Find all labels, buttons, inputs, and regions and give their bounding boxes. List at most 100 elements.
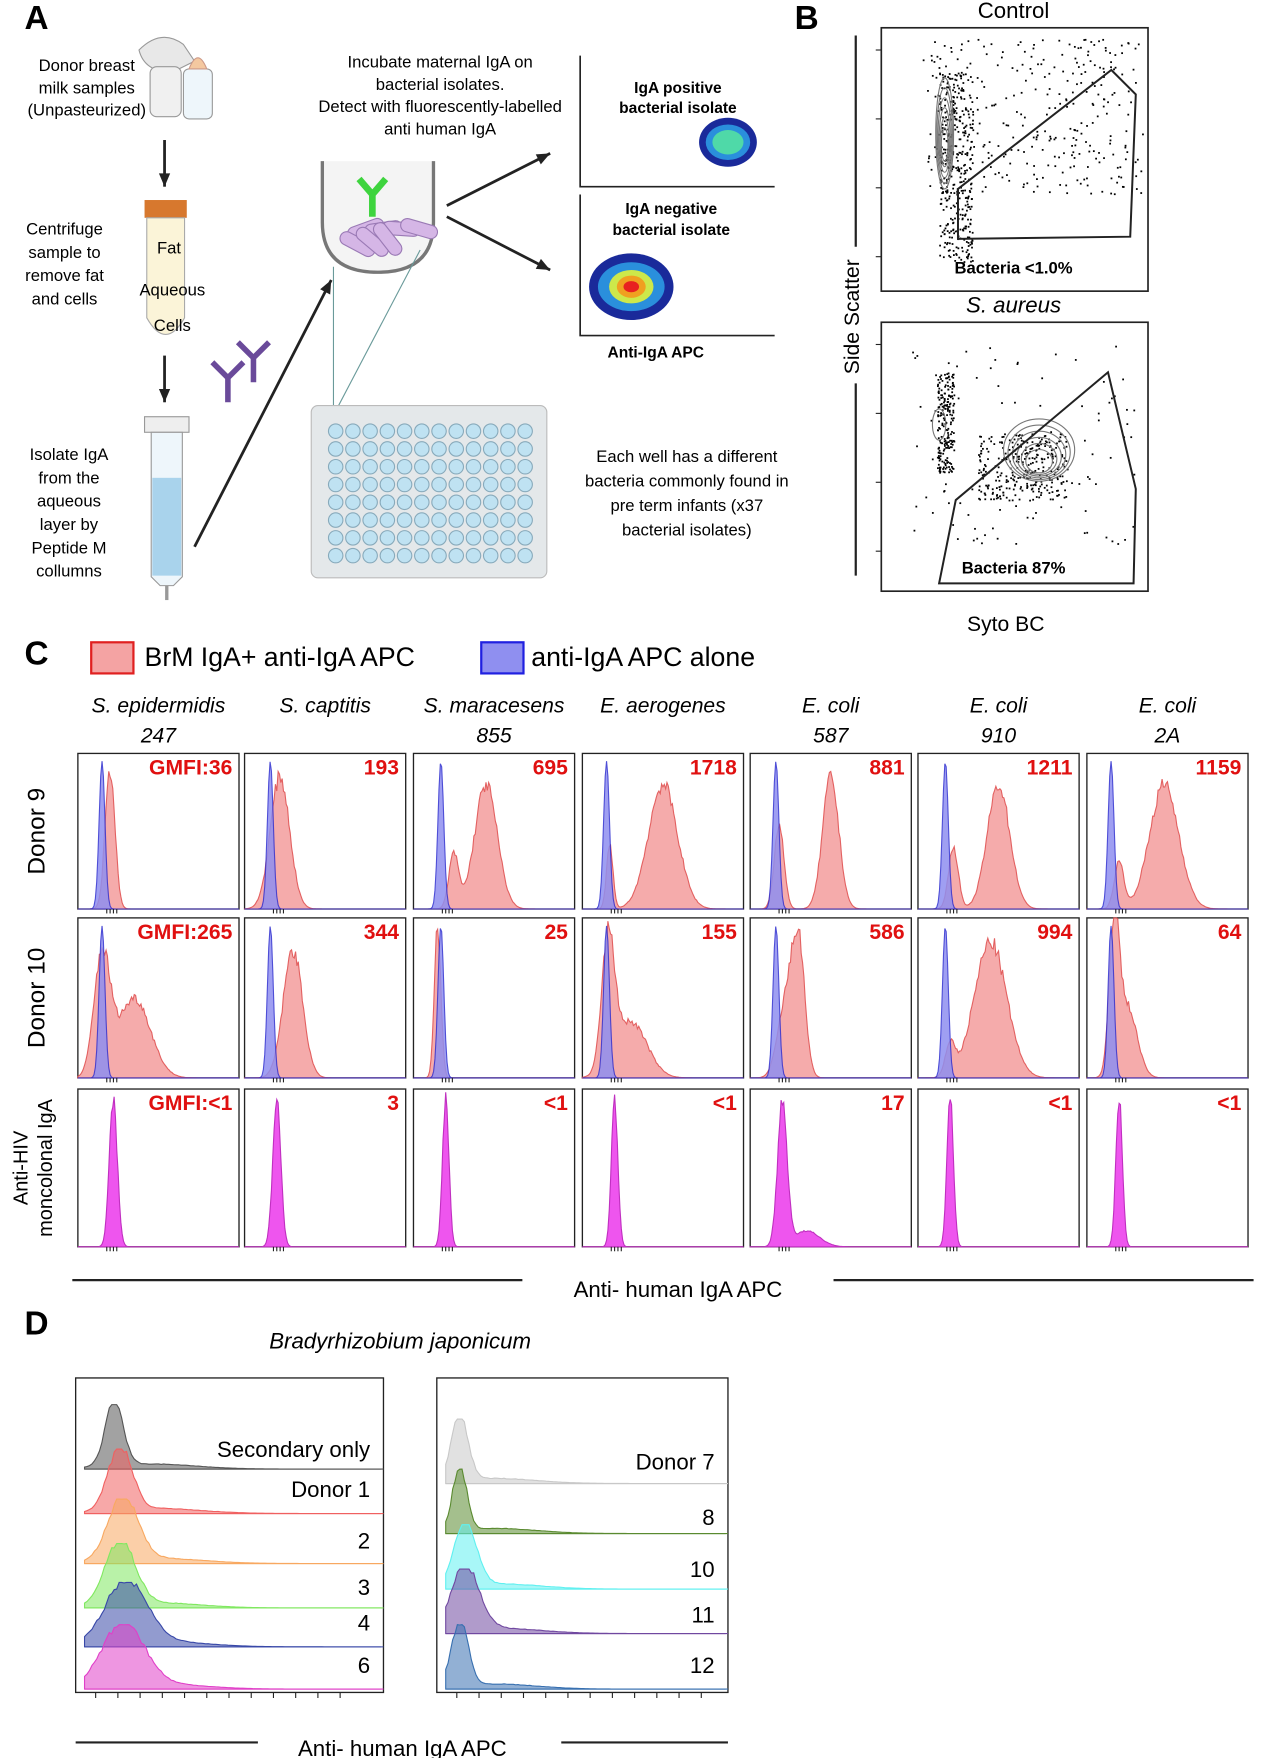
event-dot [1049, 137, 1052, 140]
event-dot [943, 448, 946, 451]
event-dot [983, 464, 986, 466]
event-dot [989, 347, 992, 350]
histogram [917, 763, 1080, 910]
event-dot [979, 435, 981, 438]
event-dot [934, 95, 937, 98]
event-dot [955, 118, 958, 121]
histogram [582, 1094, 744, 1248]
event-dot [976, 132, 979, 135]
event-dot [1026, 471, 1029, 474]
event-dot [1024, 452, 1027, 455]
event-dot [944, 467, 947, 470]
event-dot [986, 485, 989, 488]
event-dot [969, 222, 972, 225]
event-dot [1037, 468, 1040, 470]
event-dot [943, 120, 946, 123]
event-dot [946, 462, 949, 464]
event-dot [937, 383, 939, 386]
event-dot [930, 168, 933, 171]
event-dot [948, 406, 951, 408]
event-dot [967, 514, 970, 516]
event-dot [984, 498, 987, 501]
event-dot [1042, 58, 1045, 61]
event-dot [941, 460, 944, 463]
event-dot [1042, 470, 1045, 472]
event-dot [944, 104, 946, 107]
event-dot [958, 87, 960, 90]
event-dot [952, 89, 954, 92]
event-dot [934, 146, 936, 149]
event-dot [947, 406, 949, 408]
well-dot [465, 512, 482, 528]
event-dot [981, 190, 984, 193]
event-dot [948, 447, 951, 450]
histogram [83, 1624, 382, 1690]
event-dot [1080, 46, 1082, 49]
well-dot [465, 476, 482, 493]
event-dot [997, 145, 1000, 147]
event-dot [964, 130, 967, 133]
event-dot [1134, 161, 1137, 164]
event-dot [1054, 455, 1057, 458]
event-dot [966, 66, 969, 69]
label: collumns [36, 562, 102, 581]
event-dot [968, 189, 971, 192]
label: S. epidermidis [92, 694, 226, 717]
label: D [25, 1306, 49, 1343]
well-dot [379, 476, 396, 493]
event-dot [987, 450, 990, 453]
event-dot [1010, 477, 1012, 480]
well-dot [379, 441, 396, 457]
well-dot [327, 441, 344, 457]
event-dot [1032, 490, 1035, 493]
event-dot [946, 443, 948, 446]
event-dot [960, 258, 963, 261]
event-dot [943, 461, 946, 464]
event-dot [968, 206, 971, 208]
histogram [244, 1097, 406, 1248]
event-dot [982, 447, 984, 450]
event-dot [966, 236, 969, 239]
event-dot [1059, 436, 1062, 439]
well-dot [431, 512, 447, 528]
event-dot [1013, 94, 1015, 97]
nipple [188, 57, 208, 70]
label: Fat [157, 238, 181, 257]
event-dot [1010, 149, 1013, 151]
well-dot [465, 547, 482, 564]
event-dot [960, 172, 963, 175]
event-dot [939, 466, 942, 469]
event-dot [1113, 193, 1116, 196]
event-dot [1038, 490, 1040, 493]
event-dot [939, 439, 941, 442]
event-dot [1031, 441, 1034, 443]
label: Bacteria <1.0% [955, 258, 1073, 277]
event-dot [1102, 38, 1105, 41]
label: anti human IgA [384, 119, 497, 138]
event-dot [1036, 443, 1039, 446]
event-dot [952, 409, 955, 412]
label: <1 [713, 1092, 737, 1115]
event-dot [973, 146, 976, 148]
event-dot [946, 118, 949, 121]
event-dot [1110, 61, 1112, 64]
histogram [77, 925, 240, 1079]
event-dot [972, 119, 974, 122]
event-dot [1076, 83, 1078, 86]
event-dot [1024, 469, 1027, 472]
event-dot [1065, 496, 1068, 498]
event-dot [1087, 54, 1089, 57]
event-dot [1026, 441, 1029, 444]
event-dot [944, 445, 946, 447]
event-dot [968, 167, 971, 169]
event-dot [990, 154, 993, 157]
event-dot [1074, 57, 1077, 60]
event-dot [937, 390, 940, 393]
event-dot [1031, 487, 1034, 490]
event-dot [953, 449, 956, 452]
event-dot [971, 140, 973, 143]
event-dot [956, 365, 958, 368]
event-dot [916, 355, 919, 357]
event-dot [1110, 66, 1112, 69]
event-dot [1140, 170, 1143, 173]
